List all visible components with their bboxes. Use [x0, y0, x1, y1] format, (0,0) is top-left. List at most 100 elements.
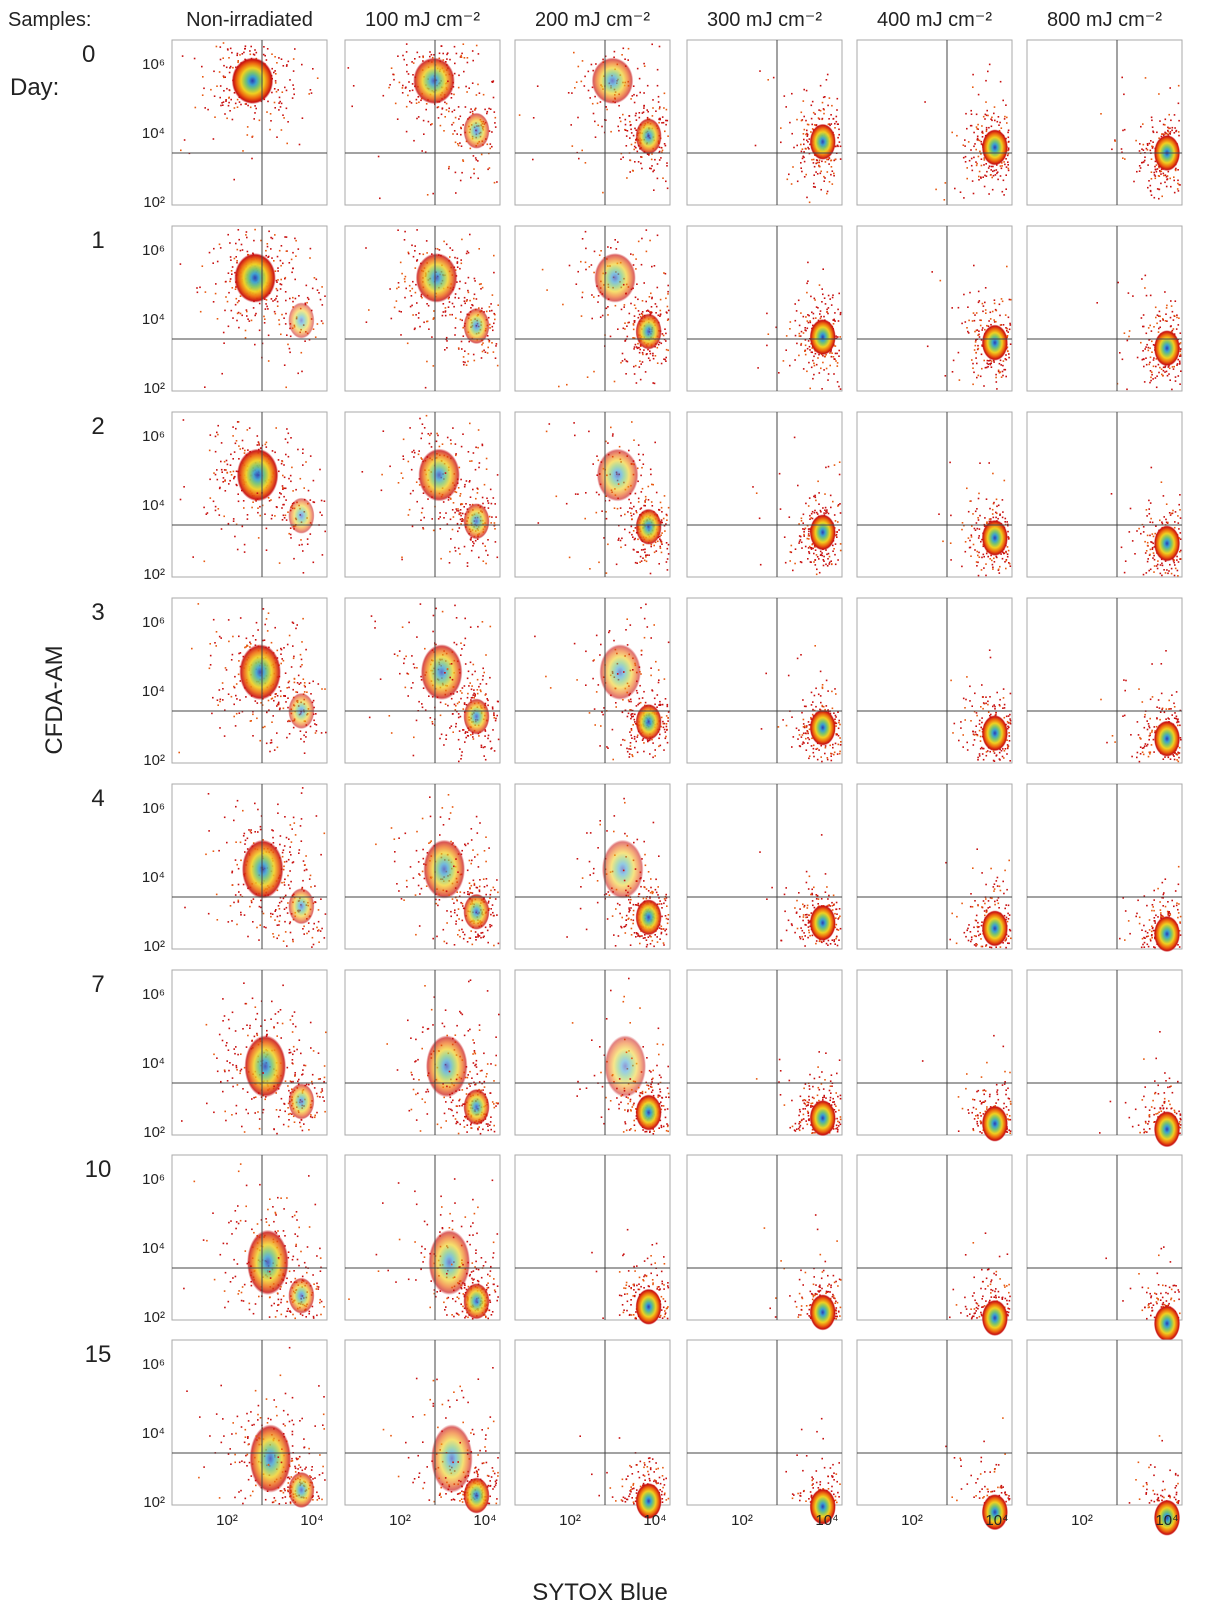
event-dot [1147, 561, 1149, 563]
event-dot [821, 552, 823, 554]
event-dot [240, 448, 242, 450]
event-dot [313, 562, 315, 564]
event-dot [460, 519, 462, 521]
event-dot [840, 550, 842, 552]
event-dot [642, 454, 644, 456]
event-dot [633, 549, 635, 551]
event-dot [250, 54, 252, 56]
event-dot [832, 170, 834, 172]
event-dot [585, 269, 587, 271]
event-dot [978, 493, 980, 495]
event-dot [1141, 278, 1143, 280]
event-dot [820, 110, 822, 112]
event-dot [813, 159, 815, 161]
event-dot [807, 135, 809, 137]
event-dot [1132, 540, 1134, 542]
event-dot [988, 193, 990, 195]
event-dot [659, 538, 661, 540]
event-dot [180, 150, 182, 152]
event-dot [617, 241, 619, 243]
event-dot [235, 256, 237, 258]
event-dot [589, 266, 591, 268]
event-dot [459, 142, 461, 144]
event-dot [232, 426, 234, 428]
event-dot [214, 95, 216, 97]
event-dot [412, 83, 414, 85]
event-dot [473, 543, 475, 545]
event-dot [495, 357, 497, 359]
event-dot [460, 319, 462, 321]
event-dot [266, 299, 268, 301]
event-dot [412, 314, 414, 316]
event-dot [226, 460, 228, 462]
event-dot [255, 639, 257, 641]
event-dot [818, 162, 820, 164]
event-dot [219, 71, 221, 73]
event-dot [485, 550, 487, 552]
event-dot [814, 186, 816, 188]
event-dot [436, 433, 438, 435]
event-dot [293, 558, 295, 560]
event-dot [1139, 170, 1141, 172]
event-dot [199, 287, 201, 289]
event-dot [1180, 354, 1182, 356]
event-dot [836, 531, 838, 533]
event-dot [831, 166, 833, 168]
event-dot [805, 174, 807, 176]
event-dot [1005, 568, 1007, 570]
event-dot [787, 179, 789, 181]
event-dot [1100, 113, 1102, 115]
event-dot [803, 316, 805, 318]
event-dot [826, 311, 828, 313]
event-dot [466, 91, 468, 93]
event-dot [300, 738, 302, 740]
event-dot [266, 618, 268, 620]
event-dot [983, 385, 985, 387]
event-dot [1009, 329, 1011, 331]
event-dot [826, 554, 828, 556]
event-dot [318, 683, 320, 685]
event-dot [999, 363, 1001, 365]
event-dot [1170, 120, 1172, 122]
event-dot [449, 256, 451, 258]
event-dot [1175, 170, 1177, 172]
event-dot [237, 549, 239, 551]
event-dot [237, 493, 239, 495]
event-dot [228, 272, 230, 274]
event-dot [240, 313, 242, 315]
event-dot [648, 486, 650, 488]
event-dot [997, 179, 999, 181]
event-dot [1005, 104, 1007, 106]
event-dot [416, 260, 418, 262]
event-dot [652, 353, 654, 355]
event-dot [1001, 376, 1003, 378]
event-dot [448, 499, 450, 501]
event-dot [1164, 182, 1166, 184]
event-dot [828, 466, 830, 468]
event-dot [1173, 319, 1175, 321]
event-dot [634, 102, 636, 104]
event-dot [416, 229, 418, 231]
event-dot [485, 563, 487, 565]
event-dot [995, 512, 997, 514]
event-dot [656, 306, 658, 308]
event-dot [598, 295, 600, 297]
event-dot [598, 460, 600, 462]
event-dot [1146, 364, 1148, 366]
event-dot [301, 664, 303, 666]
event-dot [1005, 314, 1007, 316]
event-dot [813, 183, 815, 185]
event-dot [285, 488, 287, 490]
event-dot [667, 569, 669, 571]
event-dot [983, 360, 985, 362]
event-dot [1006, 117, 1008, 119]
event-dot [651, 159, 653, 161]
event-dot [829, 556, 831, 558]
event-dot [403, 439, 405, 441]
event-dot [271, 518, 273, 520]
event-dot [408, 73, 410, 75]
event-dot [623, 306, 625, 308]
event-dot [460, 479, 462, 481]
event-dot [827, 171, 829, 173]
event-dot [489, 310, 491, 312]
